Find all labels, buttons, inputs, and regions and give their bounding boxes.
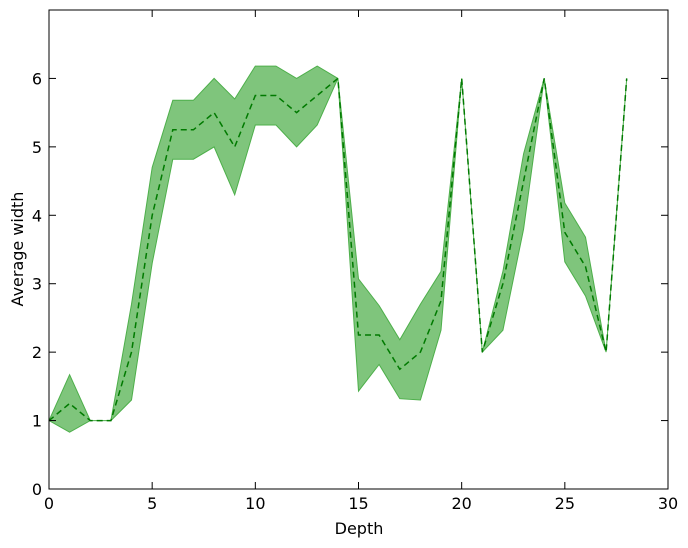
x-tick-label: 30 bbox=[658, 494, 678, 513]
x-tick-label: 5 bbox=[147, 494, 157, 513]
y-tick-label: 3 bbox=[32, 275, 42, 294]
x-tick-label: 15 bbox=[348, 494, 368, 513]
y-tick-label: 2 bbox=[32, 343, 42, 362]
x-axis-label: Depth bbox=[335, 519, 384, 538]
mean-line bbox=[48, 76, 628, 422]
x-tick-label: 10 bbox=[245, 494, 265, 513]
tick-layer: 0 5 10 15 20 25 30 0 1 2 3 4 5 6 bbox=[32, 10, 678, 513]
y-axis-label: Average width bbox=[8, 192, 27, 307]
y-tick-label: 1 bbox=[32, 412, 42, 431]
y-tick-label: 5 bbox=[32, 138, 42, 157]
y-tick-label: 6 bbox=[32, 69, 42, 88]
y-tick-label: 4 bbox=[32, 206, 42, 225]
x-tick-label: 0 bbox=[44, 494, 54, 513]
x-tick-label: 25 bbox=[555, 494, 575, 513]
x-tick-label: 20 bbox=[451, 494, 471, 513]
y-tick-label: 0 bbox=[32, 480, 42, 499]
mean-line-layer bbox=[48, 76, 628, 422]
